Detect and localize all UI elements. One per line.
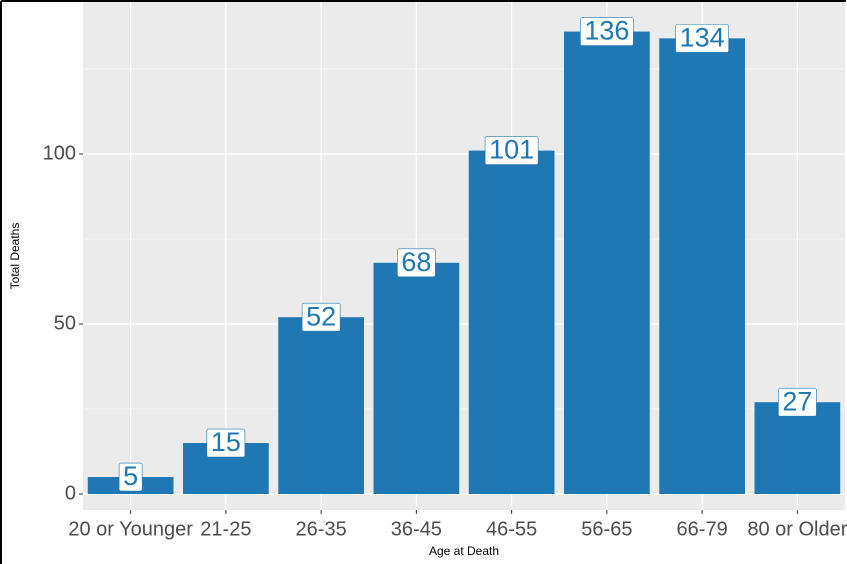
bar	[468, 150, 555, 495]
x-tick-label: 36-45	[391, 518, 442, 540]
bar	[373, 262, 460, 495]
x-tick-label: 66-79	[677, 518, 728, 540]
y-tick-label: 100	[43, 142, 76, 164]
value-label-box	[675, 24, 729, 53]
y-axis-title: Total Deaths	[8, 223, 22, 290]
value-label-box	[778, 387, 817, 417]
value-label-box	[484, 136, 539, 165]
bar	[564, 31, 650, 495]
value-label: 134	[680, 23, 725, 53]
value-label: 15	[211, 427, 241, 457]
x-tick-label: 80 or Older	[747, 518, 847, 540]
value-label: 68	[401, 247, 431, 277]
bar	[754, 402, 841, 495]
x-tick-label: 56-65	[581, 518, 632, 540]
value-label-box	[206, 428, 246, 458]
bar	[278, 317, 364, 495]
value-label: 27	[782, 386, 812, 416]
y-tick-label: 0	[65, 482, 76, 504]
x-axis-title: Age at Death	[429, 544, 499, 558]
value-label-box	[301, 302, 341, 332]
value-label-box	[118, 462, 143, 492]
x-tick-label: 21-25	[200, 518, 251, 540]
bar	[659, 38, 745, 495]
value-label: 5	[123, 461, 138, 491]
value-label-box	[580, 17, 634, 46]
x-tick-label: 26-35	[296, 518, 347, 540]
value-label: 52	[306, 301, 336, 331]
value-label: 101	[489, 135, 534, 165]
y-tick-label: 50	[54, 312, 76, 334]
x-tick-label: 46-55	[486, 518, 537, 540]
x-tick-label: 20 or Younger	[68, 518, 193, 540]
value-label: 136	[584, 16, 629, 46]
value-label-box	[397, 248, 436, 278]
